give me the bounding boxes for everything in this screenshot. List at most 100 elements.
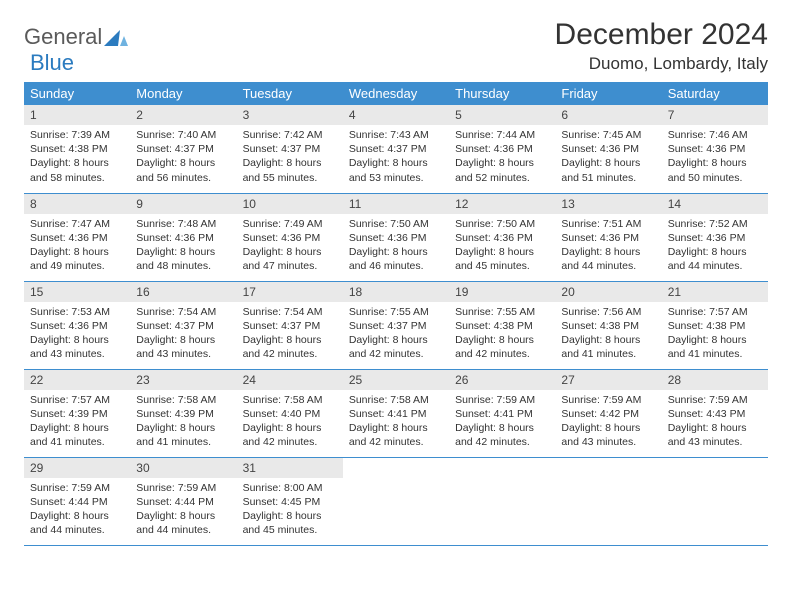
day-number: 13 (555, 194, 661, 214)
calendar-cell: 7Sunrise: 7:46 AMSunset: 4:36 PMDaylight… (662, 105, 768, 193)
calendar-cell: 28Sunrise: 7:59 AMSunset: 4:43 PMDayligh… (662, 369, 768, 457)
weekday-header: Wednesday (343, 82, 449, 105)
day-number: 29 (24, 458, 130, 478)
day-number: 19 (449, 282, 555, 302)
day-line-sr: Sunrise: 7:54 AM (136, 305, 230, 319)
header: General December 2024 Duomo, Lombardy, I… (24, 18, 768, 74)
day-number: 12 (449, 194, 555, 214)
day-line-d1: Daylight: 8 hours (243, 421, 337, 435)
day-body: Sunrise: 7:42 AMSunset: 4:37 PMDaylight:… (237, 125, 343, 189)
logo-triangle-icon (104, 30, 130, 48)
calendar-cell: 23Sunrise: 7:58 AMSunset: 4:39 PMDayligh… (130, 369, 236, 457)
day-body: Sunrise: 7:47 AMSunset: 4:36 PMDaylight:… (24, 214, 130, 278)
day-line-sr: Sunrise: 7:59 AM (668, 393, 762, 407)
day-line-ss: Sunset: 4:38 PM (30, 142, 124, 156)
day-line-d1: Daylight: 8 hours (455, 421, 549, 435)
day-line-ss: Sunset: 4:36 PM (136, 231, 230, 245)
calendar-row: 29Sunrise: 7:59 AMSunset: 4:44 PMDayligh… (24, 457, 768, 545)
weekday-header: Saturday (662, 82, 768, 105)
day-line-d1: Daylight: 8 hours (455, 156, 549, 170)
day-line-ss: Sunset: 4:39 PM (136, 407, 230, 421)
calendar-cell (343, 457, 449, 545)
day-line-sr: Sunrise: 7:58 AM (243, 393, 337, 407)
calendar-cell (555, 457, 661, 545)
day-number: 31 (237, 458, 343, 478)
day-number: 18 (343, 282, 449, 302)
day-line-ss: Sunset: 4:41 PM (455, 407, 549, 421)
day-line-d2: and 44 minutes. (136, 523, 230, 537)
day-line-d1: Daylight: 8 hours (668, 421, 762, 435)
day-number: 1 (24, 105, 130, 125)
day-line-d2: and 44 minutes. (561, 259, 655, 273)
day-line-d2: and 42 minutes. (349, 347, 443, 361)
day-body: Sunrise: 7:58 AMSunset: 4:40 PMDaylight:… (237, 390, 343, 454)
day-line-sr: Sunrise: 7:59 AM (561, 393, 655, 407)
day-line-d2: and 42 minutes. (243, 347, 337, 361)
day-body: Sunrise: 7:59 AMSunset: 4:43 PMDaylight:… (662, 390, 768, 454)
day-line-sr: Sunrise: 7:51 AM (561, 217, 655, 231)
day-body: Sunrise: 7:49 AMSunset: 4:36 PMDaylight:… (237, 214, 343, 278)
day-line-ss: Sunset: 4:36 PM (561, 231, 655, 245)
title-block: December 2024 Duomo, Lombardy, Italy (555, 18, 768, 74)
day-number: 16 (130, 282, 236, 302)
day-number: 15 (24, 282, 130, 302)
day-line-ss: Sunset: 4:38 PM (668, 319, 762, 333)
calendar-cell: 1Sunrise: 7:39 AMSunset: 4:38 PMDaylight… (24, 105, 130, 193)
calendar-row: 15Sunrise: 7:53 AMSunset: 4:36 PMDayligh… (24, 281, 768, 369)
day-line-d1: Daylight: 8 hours (455, 333, 549, 347)
day-body: Sunrise: 7:59 AMSunset: 4:44 PMDaylight:… (24, 478, 130, 542)
calendar-cell: 22Sunrise: 7:57 AMSunset: 4:39 PMDayligh… (24, 369, 130, 457)
day-line-d2: and 55 minutes. (243, 171, 337, 185)
day-line-ss: Sunset: 4:36 PM (668, 142, 762, 156)
month-title: December 2024 (555, 18, 768, 52)
calendar-cell: 4Sunrise: 7:43 AMSunset: 4:37 PMDaylight… (343, 105, 449, 193)
day-line-sr: Sunrise: 7:59 AM (136, 481, 230, 495)
day-line-d1: Daylight: 8 hours (136, 421, 230, 435)
day-line-ss: Sunset: 4:45 PM (243, 495, 337, 509)
day-line-ss: Sunset: 4:36 PM (30, 319, 124, 333)
day-number: 5 (449, 105, 555, 125)
calendar-cell: 5Sunrise: 7:44 AMSunset: 4:36 PMDaylight… (449, 105, 555, 193)
day-line-sr: Sunrise: 7:59 AM (455, 393, 549, 407)
day-line-sr: Sunrise: 7:43 AM (349, 128, 443, 142)
calendar-cell: 24Sunrise: 7:58 AMSunset: 4:40 PMDayligh… (237, 369, 343, 457)
day-body: Sunrise: 7:56 AMSunset: 4:38 PMDaylight:… (555, 302, 661, 366)
day-line-d2: and 44 minutes. (30, 523, 124, 537)
day-line-d2: and 51 minutes. (561, 171, 655, 185)
day-line-sr: Sunrise: 7:57 AM (30, 393, 124, 407)
day-number: 27 (555, 370, 661, 390)
day-number: 3 (237, 105, 343, 125)
day-line-ss: Sunset: 4:37 PM (243, 319, 337, 333)
day-body: Sunrise: 7:55 AMSunset: 4:38 PMDaylight:… (449, 302, 555, 366)
day-line-sr: Sunrise: 7:55 AM (455, 305, 549, 319)
day-body: Sunrise: 7:45 AMSunset: 4:36 PMDaylight:… (555, 125, 661, 189)
day-line-d2: and 43 minutes. (561, 435, 655, 449)
day-line-d1: Daylight: 8 hours (136, 333, 230, 347)
day-line-d1: Daylight: 8 hours (561, 245, 655, 259)
day-line-sr: Sunrise: 7:40 AM (136, 128, 230, 142)
calendar-cell (662, 457, 768, 545)
day-line-d2: and 47 minutes. (243, 259, 337, 273)
day-line-d1: Daylight: 8 hours (668, 245, 762, 259)
weekday-header: Sunday (24, 82, 130, 105)
day-line-d1: Daylight: 8 hours (349, 333, 443, 347)
day-line-d1: Daylight: 8 hours (136, 156, 230, 170)
day-body: Sunrise: 7:40 AMSunset: 4:37 PMDaylight:… (130, 125, 236, 189)
day-line-sr: Sunrise: 7:54 AM (243, 305, 337, 319)
day-line-d1: Daylight: 8 hours (136, 509, 230, 523)
day-line-d2: and 43 minutes. (30, 347, 124, 361)
day-line-ss: Sunset: 4:37 PM (136, 142, 230, 156)
day-line-d1: Daylight: 8 hours (243, 509, 337, 523)
day-body: Sunrise: 7:52 AMSunset: 4:36 PMDaylight:… (662, 214, 768, 278)
day-number: 21 (662, 282, 768, 302)
day-body: Sunrise: 7:59 AMSunset: 4:44 PMDaylight:… (130, 478, 236, 542)
day-line-d1: Daylight: 8 hours (243, 245, 337, 259)
day-line-d1: Daylight: 8 hours (30, 156, 124, 170)
day-line-sr: Sunrise: 7:58 AM (349, 393, 443, 407)
calendar-cell: 27Sunrise: 7:59 AMSunset: 4:42 PMDayligh… (555, 369, 661, 457)
day-line-d2: and 41 minutes. (668, 347, 762, 361)
day-line-ss: Sunset: 4:36 PM (30, 231, 124, 245)
day-line-sr: Sunrise: 7:50 AM (455, 217, 549, 231)
day-line-d1: Daylight: 8 hours (561, 156, 655, 170)
calendar-cell: 20Sunrise: 7:56 AMSunset: 4:38 PMDayligh… (555, 281, 661, 369)
